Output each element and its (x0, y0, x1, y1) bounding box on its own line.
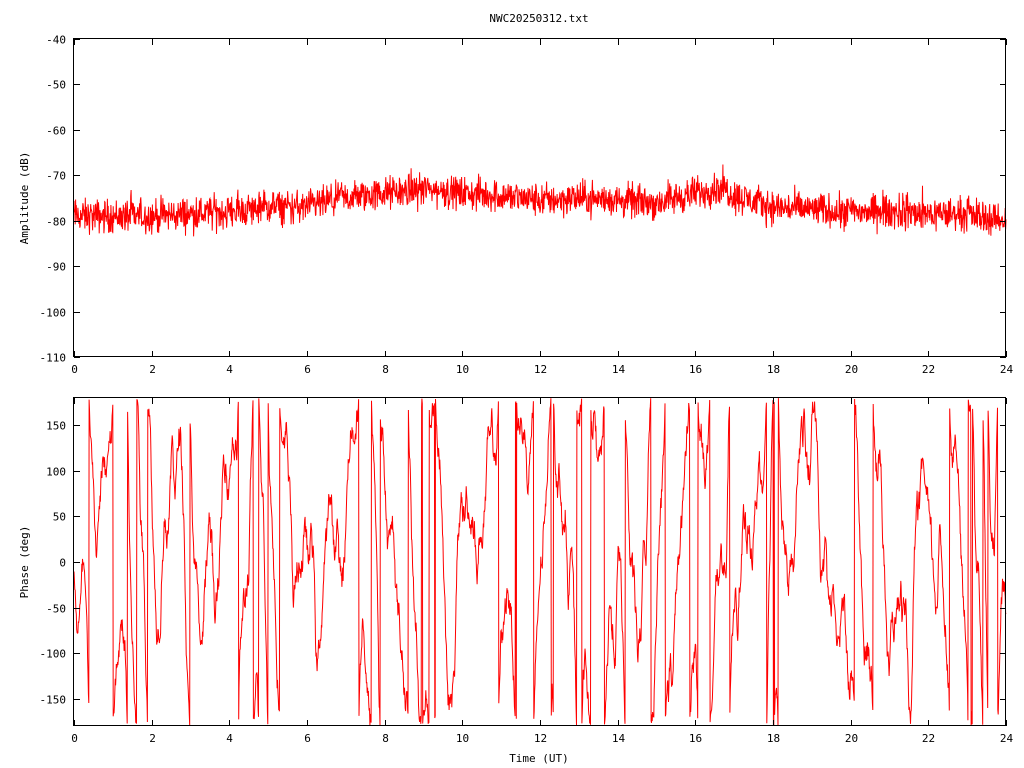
amplitude-y-tick-label: -60 (46, 125, 66, 138)
amplitude-x-tick-label: 8 (382, 363, 389, 376)
phase-y-tick-label: -100 (40, 648, 67, 661)
amplitude-y-tick-label: -40 (46, 34, 66, 47)
phase-series-line (73, 398, 1007, 727)
amplitude-y-tick-label: -110 (40, 352, 67, 365)
phase-x-tick-label: 8 (382, 732, 389, 745)
amplitude-y-tick-label: -70 (46, 170, 66, 183)
phase-x-tick-label: 6 (304, 732, 311, 745)
phase-y-tick-label: -50 (46, 603, 66, 616)
amplitude-y-axis-label: Amplitude (dB) (18, 152, 31, 245)
amplitude-x-tick-label: 16 (689, 363, 702, 376)
chart-title: NWC20250312.txt (489, 12, 588, 25)
phase-y-tick-label: 50 (53, 511, 66, 524)
phase-y-tick-label: -150 (40, 694, 67, 707)
phase-x-tick-label: 24 (1000, 732, 1014, 745)
amplitude-y-tick-label: -80 (46, 216, 66, 229)
amplitude-x-tick-label: 24 (1000, 363, 1014, 376)
amplitude-series-line (73, 164, 1007, 237)
amplitude-x-tick-label: 12 (534, 363, 547, 376)
phase-x-tick-label: 16 (689, 732, 702, 745)
amplitude-y-tick-label: -50 (46, 79, 66, 92)
amplitude-panel: Amplitude (dB) 0 2 4 6 8 10 12 14 16 18 20 22 24-40-… (18, 34, 1013, 377)
amplitude-x-tick-label: 6 (304, 363, 311, 376)
phase-x-tick-label: 20 (845, 732, 858, 745)
phase-x-tick-label: 10 (456, 732, 469, 745)
phase-plot-frame (73, 397, 1006, 726)
phase-axis-ticks: 0 2 4 6 8 10 12 14 16 18 20 22 24150100500-50-100-15… (40, 398, 1014, 745)
phase-x-tick-label: 0 (71, 732, 78, 745)
phase-y-tick-label: 0 (59, 557, 66, 570)
amplitude-x-tick-label: 22 (922, 363, 935, 376)
phase-y-tick-label: 100 (46, 466, 66, 479)
amplitude-x-tick-label: 18 (767, 363, 780, 376)
phase-x-tick-label: 14 (612, 732, 626, 745)
phase-y-tick-label: 150 (46, 420, 66, 433)
amplitude-y-tick-label: -100 (40, 307, 67, 320)
phase-panel: Phase (deg) 0 2 4 6 8 10 12 14 16 18 20 22 241501005… (18, 397, 1014, 765)
amplitude-x-tick-label: 10 (456, 363, 469, 376)
phase-y-axis-label: Phase (deg) (18, 526, 31, 599)
amplitude-x-tick-label: 0 (71, 363, 78, 376)
amplitude-x-tick-label: 4 (226, 363, 233, 376)
phase-trace-group (73, 398, 1007, 727)
phase-x-tick-label: 22 (922, 732, 935, 745)
phase-x-tick-label: 2 (149, 732, 156, 745)
amplitude-trace-group (73, 164, 1007, 237)
time-x-axis-label: Time (UT) (509, 752, 569, 765)
phase-x-tick-label: 18 (767, 732, 780, 745)
amplitude-x-tick-label: 2 (149, 363, 156, 376)
phase-x-tick-label: 4 (226, 732, 233, 745)
amplitude-y-tick-label: -90 (46, 261, 66, 274)
amplitude-x-tick-label: 20 (845, 363, 858, 376)
amplitude-plot-frame (73, 38, 1006, 357)
amplitude-x-tick-label: 14 (612, 363, 626, 376)
phase-x-tick-label: 12 (534, 732, 547, 745)
